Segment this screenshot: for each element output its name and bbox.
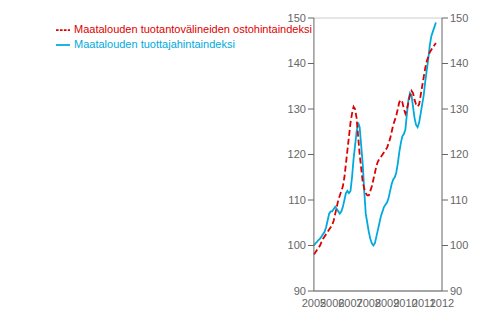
svg-text:2008: 2008 — [356, 296, 381, 309]
svg-text:2007: 2007 — [338, 296, 363, 309]
svg-text:2005: 2005 — [301, 296, 327, 309]
svg-text:150: 150 — [450, 12, 468, 24]
svg-text:2009: 2009 — [374, 296, 400, 309]
svg-text:100: 100 — [450, 239, 468, 251]
svg-text:130: 130 — [288, 103, 306, 115]
html-text:Maatalouden tuottajahintaindek: Maatalouden tuottajahintaindeksi — [74, 38, 235, 51]
svg-text:2012: 2012 — [430, 297, 454, 309]
svg-text:110: 110 — [288, 194, 306, 206]
svg-text:150: 150 — [288, 12, 306, 24]
svg-text:90: 90 — [294, 285, 306, 297]
svg-text:2010: 2010 — [393, 296, 418, 309]
svg-text:2011: 2011 — [411, 296, 436, 309]
svg-text:2006: 2006 — [320, 296, 345, 309]
svg-text:90: 90 — [450, 285, 462, 297]
svg-text:120: 120 — [288, 148, 306, 160]
html-text:Maatalouden tuotantovälineiden: Maatalouden tuotantovälineiden ostohinta… — [74, 23, 312, 35]
svg-text:130: 130 — [450, 103, 468, 115]
svg-text:110: 110 — [450, 194, 468, 206]
svg-text:120: 120 — [450, 148, 468, 160]
svg-text:100: 100 — [288, 239, 306, 251]
svg-text:140: 140 — [288, 57, 306, 69]
svg-text:140: 140 — [450, 57, 468, 69]
